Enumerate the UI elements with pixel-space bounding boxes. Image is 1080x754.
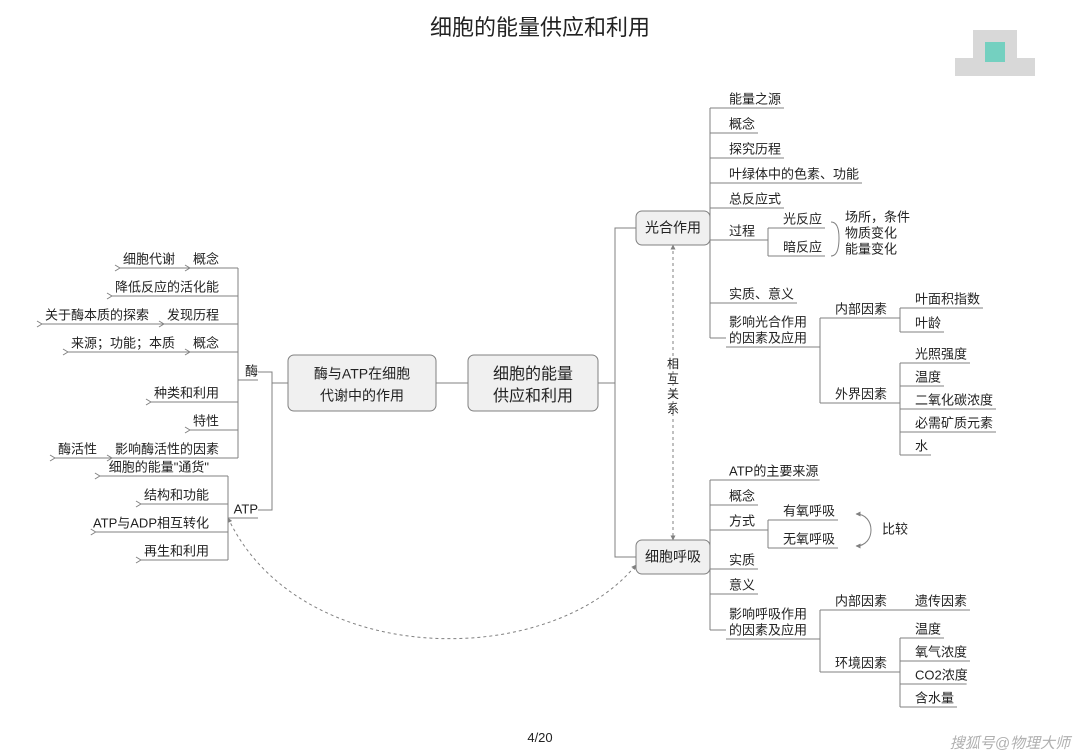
- respiration-node: 细胞呼吸: [636, 540, 710, 574]
- svg-text:光反应: 光反应: [783, 211, 822, 226]
- svg-text:酶活性: 酶活性: [58, 441, 97, 456]
- svg-text:结构和功能: 结构和功能: [144, 487, 209, 502]
- atp-label: ATP: [234, 501, 258, 516]
- svg-text:发现历程: 发现历程: [167, 307, 219, 322]
- svg-text:特性: 特性: [193, 413, 219, 428]
- svg-text:实质: 实质: [729, 552, 755, 567]
- svg-text:叶绿体中的色素、功能: 叶绿体中的色素、功能: [729, 166, 859, 181]
- center-node: 细胞的能量 供应和利用: [468, 355, 598, 411]
- svg-text:影响酶活性的因素: 影响酶活性的因素: [115, 441, 219, 456]
- svg-text:必需矿质元素: 必需矿质元素: [915, 415, 993, 430]
- svg-text:含水量: 含水量: [915, 690, 954, 705]
- svg-text:方式: 方式: [729, 513, 755, 528]
- enzyme-label: 酶: [245, 363, 258, 378]
- mindmap-canvas: 细胞的能量供应和利用 细胞的能量 供应和利用 酶与ATP在细胞 代谢中的作用 光…: [0, 0, 1080, 754]
- resp-branches: ATP的主要来源概念方式 有氧呼吸无氧呼吸 比较实质意义影响呼吸作用的因素及应用 内部…: [710, 463, 970, 707]
- atp-branches: 细胞的能量"通货" 结构和功能 ATP与ADP相互转化再生和利用: [91, 459, 228, 563]
- svg-text:内部因素: 内部因素: [835, 593, 887, 608]
- svg-text:细胞代谢: 细胞代谢: [123, 251, 175, 266]
- svg-text:总反应式: 总反应式: [729, 191, 781, 206]
- enzyme-branches: 概念细胞代谢降低反应的活化能发现历程关于酶本质的探索概念来源；功能；本质种类和利…: [37, 251, 238, 461]
- svg-text:CO2浓度: CO2浓度: [915, 667, 968, 682]
- rel-label-1: 相: [667, 357, 679, 371]
- svg-text:叶龄: 叶龄: [915, 315, 941, 330]
- svg-text:影响光合作用: 影响光合作用: [729, 314, 807, 329]
- left-main-node: 酶与ATP在细胞 代谢中的作用: [288, 355, 436, 411]
- svg-text:的因素及应用: 的因素及应用: [729, 330, 807, 345]
- svg-text:能量之源: 能量之源: [729, 91, 781, 106]
- svg-text:温度: 温度: [915, 621, 941, 636]
- svg-text:氧气浓度: 氧气浓度: [915, 644, 967, 659]
- svg-text:概念: 概念: [729, 116, 755, 131]
- svg-text:温度: 温度: [915, 369, 941, 384]
- svg-text:遗传因素: 遗传因素: [915, 593, 967, 608]
- page-title: 细胞的能量供应和利用: [430, 15, 650, 40]
- rel-label-3: 关: [667, 387, 679, 401]
- svg-text:意义: 意义: [729, 577, 755, 592]
- svg-text:过程: 过程: [729, 223, 755, 238]
- svg-text:比较: 比较: [882, 521, 908, 536]
- svg-text:外界因素: 外界因素: [835, 386, 887, 401]
- svg-text:内部因素: 内部因素: [835, 301, 887, 316]
- svg-text:关于酶本质的探索: 关于酶本质的探索: [45, 307, 149, 322]
- svg-text:无氧呼吸: 无氧呼吸: [783, 531, 835, 546]
- svg-text:概念: 概念: [729, 488, 755, 503]
- svg-text:再生和利用: 再生和利用: [144, 543, 209, 558]
- svg-text:暗反应: 暗反应: [783, 239, 822, 254]
- page-footer: 4/20: [527, 730, 552, 745]
- corner-badge: [955, 30, 1035, 76]
- watermark: 搜狐号@物理大师: [950, 735, 1073, 752]
- svg-text:供应和利用: 供应和利用: [493, 386, 573, 405]
- svg-text:细胞的能量: 细胞的能量: [493, 365, 573, 383]
- svg-text:概念: 概念: [193, 335, 219, 350]
- svg-text:细胞的能量"通货": 细胞的能量"通货": [109, 459, 210, 474]
- photo-branches: 能量之源概念探究历程叶绿体中的色素、功能总反应式过程 光反应暗反应 场所，条件物质变…: [710, 91, 996, 455]
- svg-text:实质、意义: 实质、意义: [729, 286, 794, 301]
- svg-text:ATP与ADP相互转化: ATP与ADP相互转化: [93, 515, 209, 530]
- svg-text:降低反应的活化能: 降低反应的活化能: [115, 279, 219, 294]
- svg-text:来源；功能；本质: 来源；功能；本质: [71, 335, 175, 351]
- svg-text:ATP的主要来源: ATP的主要来源: [729, 463, 818, 478]
- svg-text:影响呼吸作用: 影响呼吸作用: [729, 606, 807, 621]
- svg-text:概念: 概念: [193, 251, 219, 266]
- rel-label-4: 系: [667, 402, 679, 416]
- svg-text:酶与ATP在细胞: 酶与ATP在细胞: [314, 366, 410, 382]
- svg-text:环境因素: 环境因素: [835, 655, 887, 670]
- svg-text:有氧呼吸: 有氧呼吸: [783, 503, 835, 518]
- svg-text:能量变化: 能量变化: [845, 241, 897, 256]
- svg-text:光照强度: 光照强度: [915, 346, 967, 361]
- svg-text:探究历程: 探究历程: [729, 141, 781, 156]
- rel-label-2: 互: [667, 372, 679, 386]
- atp-resp-link: [228, 518, 636, 639]
- photosynthesis-node: 光合作用: [636, 211, 710, 245]
- svg-text:二氧化碳浓度: 二氧化碳浓度: [915, 392, 993, 407]
- svg-text:的因素及应用: 的因素及应用: [729, 622, 807, 637]
- svg-text:种类和利用: 种类和利用: [154, 385, 219, 400]
- svg-text:光合作用: 光合作用: [645, 220, 701, 236]
- svg-text:水: 水: [915, 438, 928, 453]
- svg-text:细胞呼吸: 细胞呼吸: [645, 549, 701, 565]
- svg-text:代谢中的作用: 代谢中的作用: [320, 388, 404, 404]
- svg-text:物质变化: 物质变化: [845, 225, 897, 240]
- svg-text:场所，条件: 场所，条件: [845, 209, 910, 224]
- svg-text:叶面积指数: 叶面积指数: [915, 291, 980, 306]
